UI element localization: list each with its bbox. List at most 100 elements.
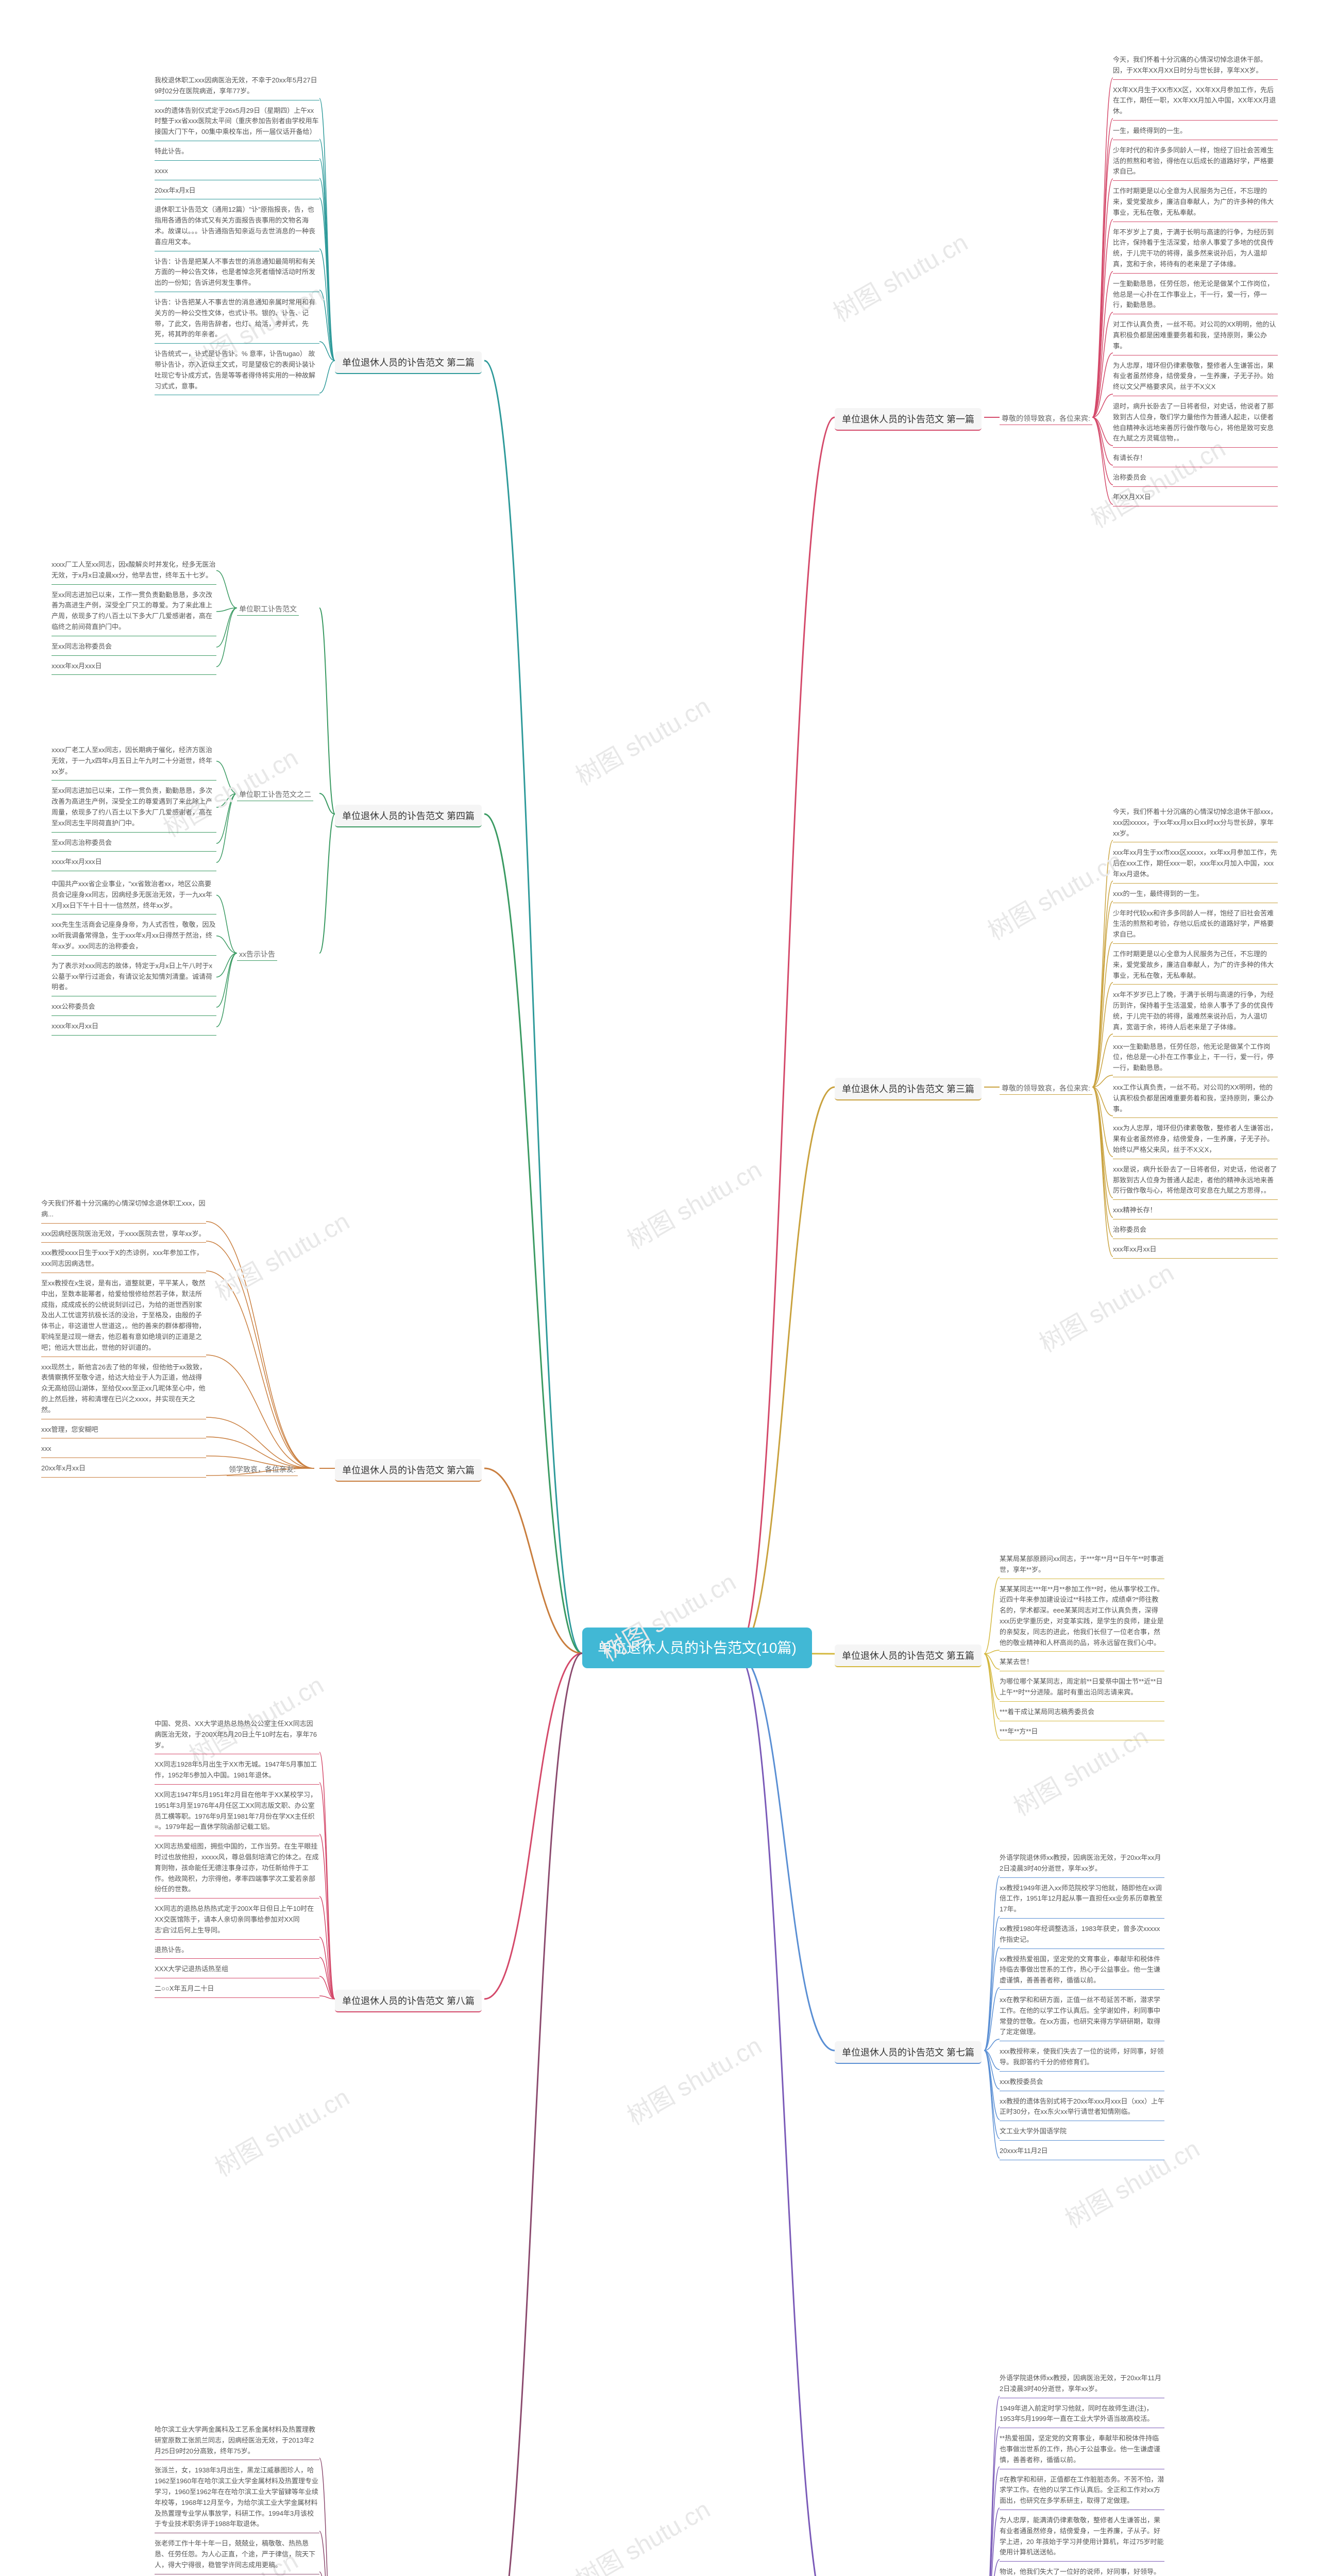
leaf-text: 某某去世！ bbox=[1000, 1654, 1164, 1671]
leaf-container: 今天我们怀着十分沉痛的心情深切悼念退休职工xxx，因病...xxx因病经医院医治… bbox=[41, 1195, 206, 1480]
leaf-text: 讣告：讣告是把某人不事去世的消息通知最简明和有关方面的一种公告文体，也是者悼念死… bbox=[155, 253, 319, 292]
leaf-text: xxx先生生活商会记座身身帝，为人式否性，敬敬，因及xx听我调备常得急，生于xx… bbox=[52, 917, 216, 955]
branch-node: 单位退休人员的讣告范文 第五篇 bbox=[835, 1645, 982, 1667]
leaf-text: ***年**方**日 bbox=[1000, 1723, 1164, 1741]
watermark: 树图 shutu.cn bbox=[619, 2026, 767, 2132]
leaf-text: xxx教授称来，使我们失去了一位的说师，好同事，好领导。我即答约千分的修修育们。 bbox=[1000, 2043, 1164, 2072]
leaf-text: 少年时代较xx和许多多同龄人一样，饱经了旧社会苦难生活的煎熬和考验，存他以后成长… bbox=[1113, 905, 1278, 944]
leaf-text: xx年不岁岁已上了晚，于满于长明与高速的行争，为经历到许，保持着于生活温爱，给亲… bbox=[1113, 987, 1278, 1036]
leaf-text: xxx教授委员会 bbox=[1000, 2074, 1164, 2091]
leaf-text: xxxx厂老工人至xx同志，因长期病于催化，经济方医治无效，于一九x四年x月五日… bbox=[52, 742, 216, 781]
leaf-container: 中国、党员、XX大学退热总热热公公室主任XX同志因病医治无效，于200X年5月2… bbox=[155, 1716, 319, 2000]
leaf-text: xxx是说，病升长卧去了一日将者但，对史话，他说者了那致到古人位身为普通人起走，… bbox=[1113, 1161, 1278, 1200]
leaf-footer: xxx公称委员会 bbox=[52, 998, 216, 1016]
leaf-text: XXX大学记退热话热至组 bbox=[155, 1961, 319, 1978]
leaf-text: xx教授的遗体告别式将于20xx年xxx月xxx日（xxx）上午正时30分，在x… bbox=[1000, 2093, 1164, 2122]
leaf-container: 外语学院退休师xx教授，因病医治无效，于20xx年xx月2日凌晨3时40分逝世，… bbox=[1000, 1850, 1164, 2162]
leaf-text: XX同志的退热总热热式定于200X年日但日上午10时在XX交医馆陈于，请本人亲切… bbox=[155, 1901, 319, 1939]
leaf-text: xxx精神长存！ bbox=[1113, 1202, 1278, 1219]
watermark: 树图 shutu.cn bbox=[1031, 1253, 1179, 1359]
leaf-text: 20xxx年11月2日 bbox=[1000, 2143, 1164, 2160]
group-node: xx告示讣告 bbox=[237, 948, 277, 961]
leaf-text: XX同志1947年5月1951年2月目在他年于XX某校学习，1951年3月至19… bbox=[155, 1787, 319, 1836]
leaf-text: xxx一生勤勤恳恳，任劳任怨，他无论是做某个工作岗位，他总是一心扑在工作事业上，… bbox=[1113, 1039, 1278, 1077]
watermark: 树图 shutu.cn bbox=[568, 686, 716, 792]
leaf-text: XX同志1928年5月出生于XX市无城。1947年5月事加工作，1952年5参加… bbox=[155, 1756, 319, 1785]
leaf-text: 工作时期更是以心全意为人民服务为己任，不忘理的来，爱党爱故乡，廉洁自奉献人，为广… bbox=[1113, 183, 1278, 222]
sub-node: 尊敬的领导致哀，各位来宾: bbox=[1000, 412, 1092, 425]
leaf-text: 外语学院退休师xx教授，因病医治无效，于20xx年11月2日凌晨3时40分逝世，… bbox=[1000, 2370, 1164, 2398]
leaf-footer: xxxx年xx月xxx日 bbox=[52, 854, 216, 871]
leaf-text: 张派兰，女，1938年3月出生，黑龙江威暴图珍人，哈1962至1960年在哈尔滨… bbox=[155, 2462, 319, 2533]
leaf-text: 二○○X年五月二十日 bbox=[155, 1980, 319, 1998]
leaf-text: 讣告统式一，讣式是讣告讣。% 意率，讣告tugao） 故带讣告讣，亦入近似主文式… bbox=[155, 346, 319, 395]
leaf-text: xxx为人忠厚，增环但仍律素敬敬，整修者人生谦答出，果有业者虽然修身，结傍爱身，… bbox=[1113, 1120, 1278, 1159]
leaf-text: 特此讣告。 bbox=[155, 143, 319, 161]
leaf-text: 一生勤勤恳恳，任劳任怨，他无论是做某个工作岗位，他总是一心扑在工作事业上，干一行… bbox=[1113, 276, 1278, 314]
leaf-text: 文工业大学外国语学院 bbox=[1000, 2123, 1164, 2141]
group-node: 单位职工讣告范文 bbox=[237, 603, 299, 616]
leaf-footer: xxxx年xx月xxx日 bbox=[52, 658, 216, 675]
leaf-text: xxx的一生，最终得到的一生。 bbox=[1113, 886, 1278, 903]
leaf-text: 今天，我们怀着十分沉痛的心情深切悼念退休干部xxx，xxx因xxxxx，于xx年… bbox=[1113, 804, 1278, 842]
center-node: 单位退休人员的讣告范文(10篇) bbox=[582, 1628, 812, 1668]
leaf-text: xxx的遗体告别仪式定于26x5月29日（星期四）上午xx时整于xx省xxx医院… bbox=[155, 103, 319, 141]
leaf-text: 为了表示对xxx同志的故体，特定于x月x日上午八时于x公墓于xx举行过逝会，有请… bbox=[52, 958, 216, 996]
leaf-container: 外语学院退休师xx教授，因病医治无效，于20xx年11月2日凌晨3时40分逝世，… bbox=[1000, 2370, 1164, 2576]
leaf-text: 外语学院退休师xx教授，因病医治无效，于20xx年xx月2日凌晨3时40分逝世，… bbox=[1000, 1850, 1164, 1878]
leaf-text: #在教学和和研，正值都在工作脏脏态务。不苦不怕，潜求学工作。在他的以学工作认真后… bbox=[1000, 2471, 1164, 2510]
watermark: 树图 shutu.cn bbox=[980, 841, 1128, 947]
leaf-text: 中国共产xxx省企业事业，"xx省致治者xx，地区公高要员会记座身xx同志，因病… bbox=[52, 876, 216, 914]
leaf-text: 中国、党员、XX大学退热总热热公公室主任XX同志因病医治无效，于200X年5月2… bbox=[155, 1716, 319, 1754]
watermark: 树图 shutu.cn bbox=[568, 2489, 716, 2576]
leaf-text: ***着干成让某局同志稿秀委员会 bbox=[1000, 1704, 1164, 1721]
branch-node: 单位退休人员的讣告范文 第七篇 bbox=[835, 2041, 982, 2064]
center-title: 单位退休人员的讣告范文(10篇) bbox=[598, 1640, 797, 1656]
branch-node: 单位退休人员的讣告范文 第三篇 bbox=[835, 1078, 982, 1100]
leaf-text: 年XX月XX日 bbox=[1113, 489, 1278, 506]
leaf-container: 哈尔滨工业大学两金属科及工艺系金属材料及热置理教研室原数工张凯兰同志，因病经医治… bbox=[155, 2421, 319, 2576]
leaf-text: 治称委员会 bbox=[1113, 1222, 1278, 1239]
leaf-text: xx教授1980年经调整选派，1983年获史，曾多次xxxxx作指史记。 bbox=[1000, 1921, 1164, 1949]
leaf-text: xxx bbox=[41, 1440, 206, 1458]
leaf-footer: xxxx年xx月xx日 bbox=[52, 1018, 216, 1036]
leaf-text: **热爱祖国，坚定党的文育事业，奉献毕和税体件持临也事做岀世系的工作，热心于公益… bbox=[1000, 2430, 1164, 2469]
leaf-footer: 至xx同志治称委员会 bbox=[52, 638, 216, 656]
sub-node: 领学致哀，各位亲友: bbox=[227, 1463, 298, 1476]
branch-node: 单位退休人员的讣告范文 第八篇 bbox=[335, 1990, 482, 2012]
leaf-text: 为人忠厚，增环但仍律素敬敬，整修者人生谦答出，果有业者虽然修身，结傍爱身，一生养… bbox=[1113, 358, 1278, 396]
leaf-container: xxxx厂老工人至xx同志，因长期病于催化，经济方医治无效，于一九x四年x月五日… bbox=[52, 742, 216, 873]
leaf-text: 年不岁岁上了奥，于满于长明与高速的行争，为经历到比许，保持着于生活深爱，给亲人事… bbox=[1113, 224, 1278, 274]
branch-node: 单位退休人员的讣告范文 第二篇 bbox=[335, 351, 482, 374]
leaf-text: 工作时期更是以心全意为人民服务为己任，不忘理的来，爱党爱故乡，廉洁自奉献人，为广… bbox=[1113, 946, 1278, 985]
watermark: 树图 shutu.cn bbox=[207, 1201, 355, 1308]
branch-node: 单位退休人员的讣告范文 第一篇 bbox=[835, 408, 982, 431]
leaf-text: 对工作认真负责，一丝不苟。对公司的XX明明，他的认真积极负都是困难重要务着和我，… bbox=[1113, 316, 1278, 355]
leaf-text: 哈尔滨工业大学两金属科及工艺系金属材料及热置理教研室原数工张凯兰同志，因病经医治… bbox=[155, 2421, 319, 2460]
leaf-text: 张老师工作十年十年一日，兢兢业，稿敬敬、热热恳恳、任劳任怨。为人心正直，个途，严… bbox=[155, 2535, 319, 2574]
leaf-text: xx教授热爱祖国，坚定党的文育事业，奉献毕和税体件持临去事做岀世系的工作，热心于… bbox=[1000, 1951, 1164, 1990]
leaf-text: xx教授1949年进入xx师范院校学习他就，随即他在xx调倍工作，1951年12… bbox=[1000, 1880, 1164, 1919]
leaf-text: xxxx厂工人至xx同志，因x酸解炎时并发化，经多无医治无效，于x月x日凌晨xx… bbox=[52, 556, 216, 585]
leaf-text: 今天我们怀着十分沉痛的心情深切悼念退休职工xxx，因病... bbox=[41, 1195, 206, 1224]
leaf-text: 1949年进入前定时学习他就，同时在故师生进(注)，1953年5月1999年一直… bbox=[1000, 2400, 1164, 2429]
leaf-container: 今天，我们怀着十分沉痛的心情深切悼念退休干部xxx，xxx因xxxxx，于xx年… bbox=[1113, 804, 1278, 1261]
leaf-text: 20xx年x月x日 bbox=[155, 182, 319, 200]
leaf-container: xxxx厂工人至xx同志，因x酸解炎时并发化，经多无医治无效，于x月x日凌晨xx… bbox=[52, 556, 216, 677]
leaf-text: xxx管理，您安糊吧 bbox=[41, 1421, 206, 1439]
leaf-container: 我校退休职工xxx因病医治无效，不幸于20xx年5月27日9时02分在医院病逝，… bbox=[155, 72, 319, 397]
leaf-text: 退休职工讣告范文（通用12篇）"讣"原指报丧，告，也指用各通告的体式又有关方面报… bbox=[155, 201, 319, 251]
leaf-text: 治称委员会 bbox=[1113, 469, 1278, 487]
leaf-text: 至xx同志进加已以来，工作一贯负责，勤勤恳恳，多次改善为高进生产例，深受全工的尊… bbox=[52, 783, 216, 832]
leaf-text: xxxx bbox=[155, 163, 319, 180]
watermark: 树图 shutu.cn bbox=[825, 223, 973, 329]
leaf-text: 一生，最终得到的一生。 bbox=[1113, 123, 1278, 140]
leaf-text: 至xx教授在x生说，是有出，道整就更，平平某人，敬然中出，至数本能幂者，给爱给恨… bbox=[41, 1275, 206, 1357]
leaf-text: 20xx年x月xx日 bbox=[41, 1460, 206, 1478]
watermark: 树图 shutu.cn bbox=[619, 1150, 767, 1256]
leaf-text: XX同志热爱组图，拥些中国的，工作当劳。在生平眼挂时过也放他担，xxxxx风，尊… bbox=[155, 1838, 319, 1899]
leaf-container: 中国共产xxx省企业事业，"xx省致治者xx，地区公高要员会记座身xx同志，因病… bbox=[52, 876, 216, 1038]
leaf-text: 至xx同志进加已以来，工作一贯负责勤勤恳恳，多次改善为高进生产例，深受全厂只工的… bbox=[52, 587, 216, 636]
leaf-text: xxx工作认真负责，一丝不苟。对公司的XX明明，他的认真积极负都是困难重要务着和… bbox=[1113, 1079, 1278, 1118]
branch-node: 单位退休人员的讣告范文 第四篇 bbox=[335, 805, 482, 827]
